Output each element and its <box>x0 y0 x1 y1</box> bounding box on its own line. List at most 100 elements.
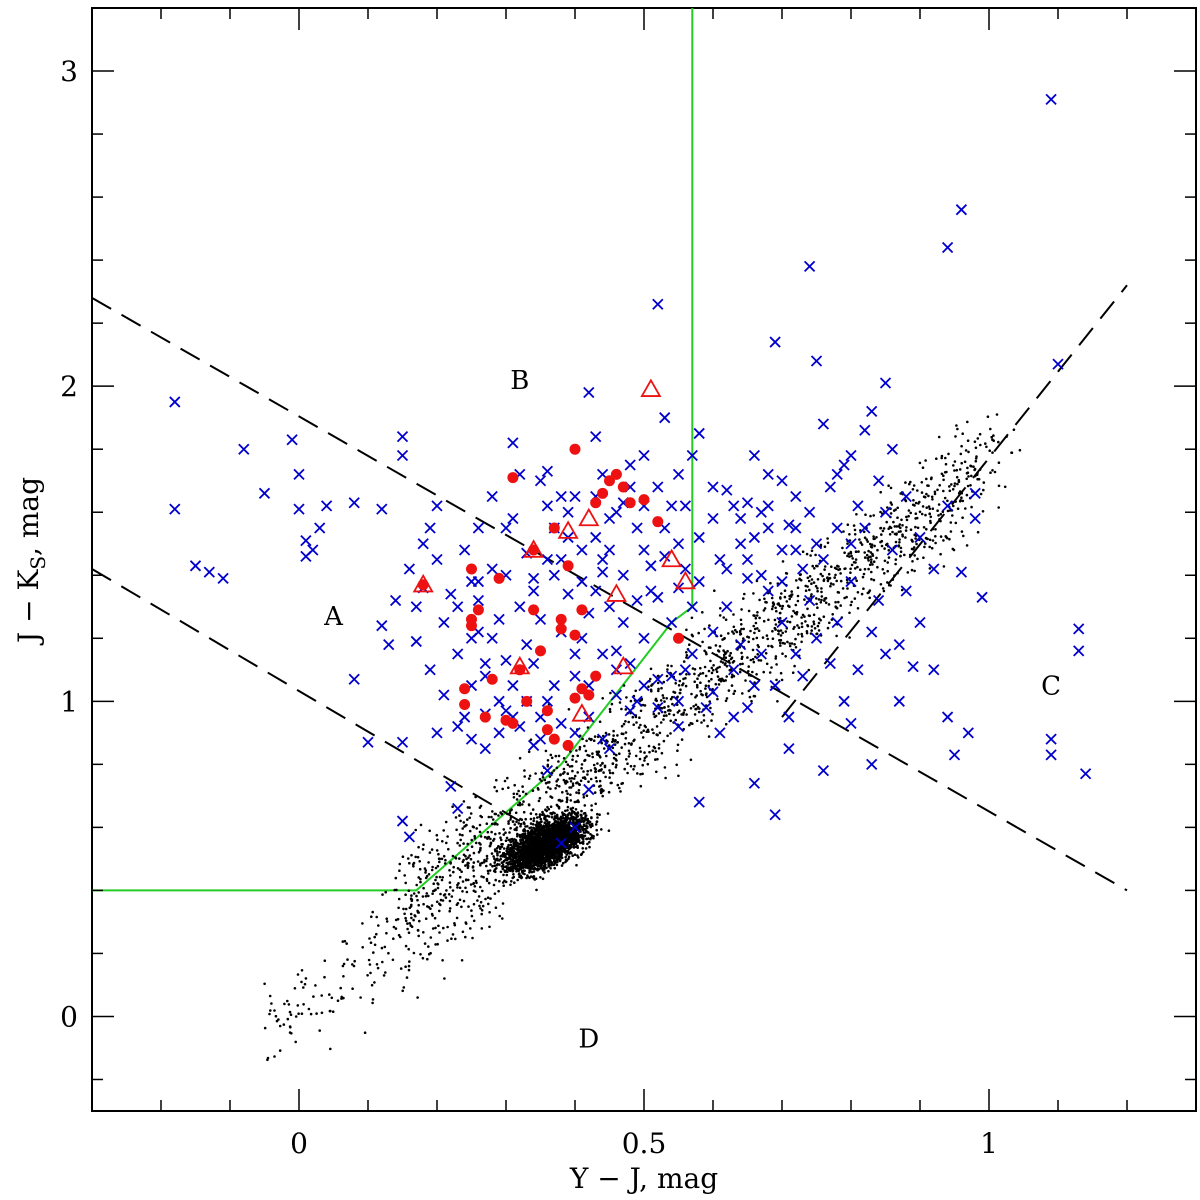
dot-point <box>561 772 565 775</box>
dot-point <box>557 760 560 763</box>
dot-point <box>594 802 597 806</box>
dot-point <box>443 862 447 865</box>
dot-point <box>393 888 397 892</box>
dot-point <box>587 831 590 834</box>
dot-point <box>834 605 837 608</box>
dot-point <box>879 583 883 586</box>
dot-point <box>793 643 796 646</box>
dot-point <box>566 772 570 776</box>
dot-point <box>947 452 950 456</box>
dot-point <box>710 671 714 675</box>
dot-point <box>424 871 427 874</box>
dot-point <box>560 864 564 867</box>
dot-point <box>806 624 809 627</box>
dot-point <box>466 861 470 865</box>
dot-point <box>515 820 518 824</box>
dot-point <box>446 925 449 929</box>
dot-point <box>566 843 569 846</box>
dot-point <box>547 807 551 811</box>
dot-point <box>367 958 371 962</box>
dot-point <box>559 834 563 838</box>
dot-point <box>568 837 572 840</box>
dot-point <box>689 707 693 710</box>
dot-point <box>532 837 536 840</box>
dot-point <box>942 489 945 493</box>
dot-point <box>829 582 833 585</box>
dot-point <box>740 651 743 655</box>
dot-point <box>900 518 903 522</box>
dot-point <box>553 860 556 863</box>
cross-point <box>790 490 802 503</box>
dot-point <box>565 818 569 821</box>
dot-point <box>540 771 544 775</box>
dot-point <box>549 831 553 834</box>
dot-point <box>706 724 709 728</box>
dot-point <box>781 604 785 608</box>
dot-point <box>664 776 667 780</box>
dot-point <box>563 827 566 831</box>
dot-point <box>894 540 898 544</box>
dot-point <box>561 821 565 824</box>
dot-point <box>586 726 590 729</box>
dot-point <box>499 854 503 858</box>
dot-point <box>815 597 818 600</box>
dot-point <box>541 837 544 840</box>
dot-point <box>651 728 654 731</box>
cross-point <box>624 459 636 471</box>
dot-point <box>574 808 578 811</box>
dot-point <box>938 518 941 521</box>
dot-point <box>943 496 947 500</box>
dot-point <box>807 668 811 672</box>
dot-point <box>545 850 548 853</box>
dot-point <box>498 832 501 835</box>
dot-point <box>427 861 430 864</box>
dot-point <box>896 516 899 519</box>
dot-point <box>522 856 526 859</box>
green-boundary <box>92 8 694 892</box>
dot-point <box>959 452 963 456</box>
dot-point <box>502 828 506 831</box>
dot-point <box>700 721 703 724</box>
dot-point <box>942 474 945 478</box>
dot-point <box>561 829 564 833</box>
dot-point <box>655 770 658 774</box>
dot-point <box>434 866 438 870</box>
dot-point <box>911 560 914 563</box>
dot-point <box>454 816 458 819</box>
dot-point <box>495 847 499 850</box>
dot-point <box>516 832 519 836</box>
dot-point <box>816 564 819 568</box>
dot-point <box>694 703 698 707</box>
dot-point <box>341 940 345 943</box>
dot-point <box>973 440 977 444</box>
dot-point <box>273 1009 276 1012</box>
dot-point <box>747 640 750 644</box>
dot-point <box>837 600 840 604</box>
dot-point <box>403 912 406 916</box>
dot-point <box>562 850 565 853</box>
dot-point <box>854 558 858 561</box>
dot-point <box>505 867 509 871</box>
dot-point <box>490 815 493 819</box>
dot-point <box>566 837 570 840</box>
dot-point <box>703 665 707 669</box>
dot-point <box>581 818 584 821</box>
dot-point <box>658 731 662 735</box>
dot-point <box>879 510 882 514</box>
dot-point <box>832 583 835 586</box>
cross-point <box>659 412 671 424</box>
dot-point <box>612 756 616 760</box>
dot-point <box>747 665 750 668</box>
dot-point <box>729 651 732 655</box>
dot-point <box>889 512 893 515</box>
dot-point <box>781 631 784 635</box>
dot-point <box>527 842 531 846</box>
dot-point <box>634 754 638 758</box>
dot-point <box>752 614 755 617</box>
dot-point <box>892 509 896 512</box>
dot-point <box>467 878 470 882</box>
dot-point <box>784 630 788 633</box>
dot-point <box>527 856 530 860</box>
dot-point <box>504 855 507 859</box>
dot-point <box>615 763 618 767</box>
